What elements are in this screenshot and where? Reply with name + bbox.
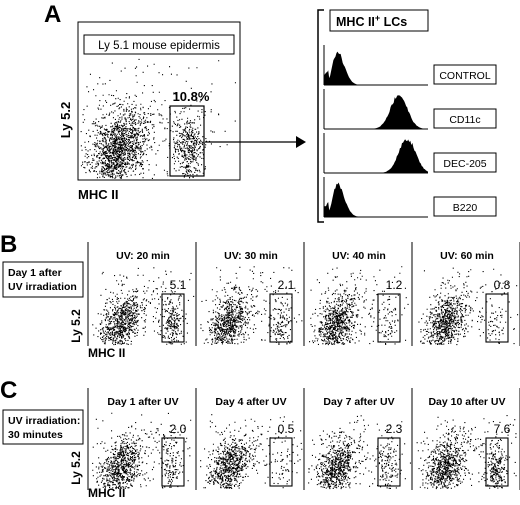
panel-a-percent: 10.8%: [173, 89, 210, 104]
scatter-plot: UV: 30 min 2.1: [200, 242, 305, 346]
panel-a-y-label: Ly 5.2: [58, 102, 73, 138]
scatter-plot: UV: 20 min 5.1: [92, 242, 197, 346]
gate-value: 7.6: [494, 422, 511, 436]
panel-a-plot-title: Ly 5.1 mouse epidermis: [98, 40, 220, 52]
lcs-title: MHC II+ LCs: [336, 13, 407, 29]
panel-a-arrow-head: [296, 136, 306, 148]
histogram-label-box: [433, 64, 497, 85]
scatter-plot: Day 7 after UV 2.3: [308, 388, 413, 490]
panel-c-x-label: MHC II: [88, 486, 125, 500]
gate-box: [377, 293, 401, 343]
panel-b-note-box: [2, 261, 84, 298]
gate-box: [485, 293, 509, 343]
gate-value: 0.8: [494, 278, 511, 292]
panel-b-y-label: Ly 5.2: [69, 309, 83, 343]
gate-value: 2.1: [278, 278, 295, 292]
panel-a-title-box: [83, 34, 235, 55]
lcs-title-box: [329, 9, 429, 32]
panel-a-letter: A: [44, 1, 61, 28]
gate-value: 1.2: [386, 278, 403, 292]
panel-c-plots: Day 1 after UV 2.0 Day 4 after UV 0.5 Day 7 …: [87, 388, 520, 490]
histogram: CONTROL: [323, 45, 497, 86]
panel-b: B Day 1 after UV irradiation Ly 5.2 MHC …: [0, 231, 520, 360]
plot-title: Day 7 after UV: [323, 396, 394, 408]
gate-box: [377, 437, 401, 487]
gate-value: 2.3: [386, 422, 403, 436]
histogram-label: DEC-205: [443, 158, 486, 170]
plot-title: Day 1 after UV: [107, 396, 178, 408]
histogram: B220: [323, 177, 497, 218]
scatter-plot: Day 4 after UV 0.5: [200, 388, 305, 490]
gate-box: [485, 437, 509, 487]
histogram-label-box: [433, 196, 497, 217]
panel-a-x-label: MHC II: [78, 187, 118, 202]
panel-c-note-box: [2, 409, 84, 445]
panel-a-plot-frame: [77, 21, 241, 181]
histogram-label: B220: [453, 202, 478, 214]
histogram-label-box: [433, 152, 497, 173]
gate-value: 0.5: [278, 422, 295, 436]
plot-title: UV: 20 min: [116, 250, 170, 262]
panel-b-letter: B: [0, 231, 17, 258]
histogram: DEC-205: [323, 133, 497, 174]
panel-c-note-line1: UV irradiation:: [8, 415, 80, 427]
panel-a-gate: [169, 105, 205, 177]
histogram-label-box: [433, 108, 497, 129]
gate-value: 2.0: [170, 422, 187, 436]
panel-c-y-label: Ly 5.2: [69, 451, 83, 485]
plot-title: UV: 30 min: [224, 250, 278, 262]
panel-a-dots: [80, 58, 236, 179]
plot-title: UV: 60 min: [440, 250, 494, 262]
histogram-label: CD11c: [449, 114, 480, 126]
gate-box: [269, 293, 293, 343]
scatter-plot: Day 10 after UV 7.6: [416, 388, 520, 490]
panel-a-bracket: [317, 9, 324, 223]
panel-b-note-line2: UV irradiation: [8, 281, 77, 293]
scatter-plot: Day 1 after UV 2.0: [92, 388, 197, 490]
histograms: CONTROL CD11c DEC-205 B220: [323, 45, 497, 218]
plot-title: Day 10 after UV: [428, 396, 505, 408]
plot-title: UV: 40 min: [332, 250, 386, 262]
panel-c-letter: C: [0, 377, 17, 404]
histogram-label: CONTROL: [439, 70, 490, 82]
gate-box: [161, 437, 185, 487]
panel-b-x-label: MHC II: [88, 346, 125, 360]
plot-title: Day 4 after UV: [215, 396, 286, 408]
gate-box: [269, 437, 293, 487]
scatter-plot: UV: 40 min 1.2: [309, 242, 413, 346]
panel-c: C UV irradiation: 30 minutes Ly 5.2 MHC …: [0, 377, 520, 500]
scatter-plot: UV: 60 min 0.8: [418, 242, 520, 346]
gate-box: [161, 293, 185, 343]
gate-value: 5.1: [170, 278, 187, 292]
panel-a: A Ly 5.1 mouse epidermis 10.8% Ly 5.2 MH…: [44, 1, 497, 223]
panel-b-note-line1: Day 1 after: [8, 267, 62, 279]
panel-c-note-line2: 30 minutes: [8, 429, 63, 441]
histogram: CD11c: [323, 89, 497, 130]
